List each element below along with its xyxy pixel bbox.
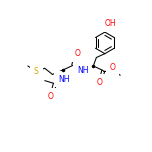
Text: O: O (74, 49, 80, 58)
Text: S: S (34, 67, 39, 76)
Text: O: O (48, 92, 54, 100)
Text: OH: OH (104, 19, 116, 28)
Text: O: O (97, 78, 102, 87)
Text: NH: NH (58, 75, 70, 84)
Text: NH: NH (77, 66, 88, 75)
Text: O: O (110, 63, 116, 72)
